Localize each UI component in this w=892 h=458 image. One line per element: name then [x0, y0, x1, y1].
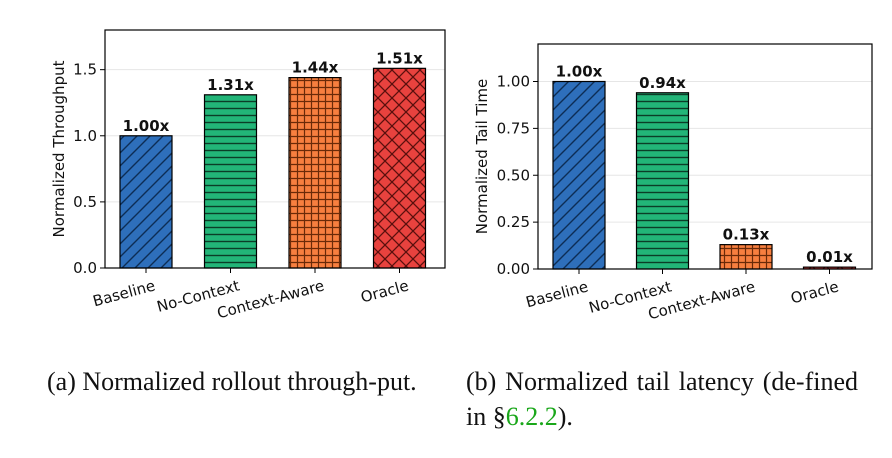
bar-baseline [552, 80, 606, 270]
x-tick-label: Oracle [789, 277, 841, 307]
bar-context-aware [719, 244, 773, 270]
caption-b-section-link[interactable]: 6.2.2 [505, 402, 558, 431]
y-tick-label: 0.75 [497, 119, 530, 137]
plot-frame-a [104, 29, 446, 269]
y-tick-label: 0.25 [497, 213, 530, 231]
x-tick-label: Oracle [359, 276, 411, 306]
bar-no-context [635, 92, 690, 270]
caption-a-text: (a) Normalized rollout through-put. [47, 367, 417, 396]
y-tick-label: 1.5 [73, 61, 97, 79]
caption-a: (a) Normalized rollout through-put. [47, 364, 453, 399]
y-tick-label: 1.00 [497, 73, 530, 91]
caption-b: (b) Normalized tail latency (de-fined in… [466, 364, 858, 434]
data-label-oracle: 0.01x [806, 248, 853, 266]
caption-b-text: (b) Normalized tail latency (de-fined in… [466, 367, 858, 431]
plot-frame-b [537, 43, 873, 270]
figure: 0.00.51.01.51.00xBaseline1.31xNo-Context… [50, 29, 873, 323]
x-tick-label: Baseline [524, 277, 590, 311]
data-label-baseline: 1.00x [123, 117, 170, 135]
y-tick-label: 0.50 [497, 166, 530, 184]
y-tick-label: 0.0 [73, 259, 97, 277]
bar-oracle [372, 67, 427, 269]
data-label-no-context: 1.31x [207, 76, 254, 94]
data-label-context-aware: 1.44x [292, 59, 339, 77]
y-tick-label: 1.0 [73, 127, 97, 145]
data-label-no-context: 0.94x [639, 74, 686, 92]
throughput-chart: 0.00.51.01.51.00xBaseline1.31xNo-Context… [50, 29, 446, 322]
data-label-oracle: 1.51x [376, 49, 423, 67]
data-label-context-aware: 0.13x [723, 226, 770, 244]
x-tick-label: Baseline [91, 276, 157, 310]
y-axis-label: Normalized Tail Time [473, 79, 491, 235]
y-tick-label: 0.00 [497, 260, 530, 278]
y-tick-label: 0.5 [73, 193, 97, 211]
bar-context-aware [288, 76, 342, 269]
data-label-baseline: 1.00x [556, 63, 603, 81]
y-axis-label: Normalized Throughput [50, 60, 68, 237]
tail-time-chart: 0.00 0.25 0.50 0.75 1.00 1.00x Baseline 0.94x No… [473, 43, 873, 323]
bar-baseline [119, 135, 173, 269]
caption-b-end: ). [557, 402, 573, 431]
bar-no-context [203, 94, 258, 269]
